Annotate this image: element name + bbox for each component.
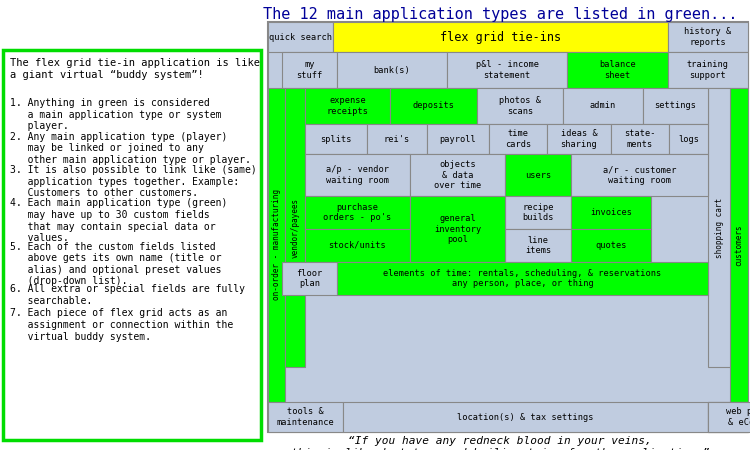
- Text: customers: customers: [734, 224, 743, 266]
- Bar: [708, 402, 748, 432]
- Text: my
stuff: my stuff: [296, 60, 322, 80]
- Text: 4. Each main application type (green)
   may have up to 30 custom fields
   that: 4. Each main application type (green) ma…: [10, 198, 227, 243]
- Text: 5. Each of the custom fields listed
   above gets its own name (title or
   alia: 5. Each of the custom fields listed abov…: [10, 242, 221, 286]
- Bar: [489, 124, 547, 154]
- Text: deposits: deposits: [413, 102, 454, 111]
- Text: photos &
scans: photos & scans: [499, 96, 541, 116]
- Bar: [367, 124, 427, 154]
- Bar: [505, 229, 571, 262]
- Bar: [708, 402, 750, 432]
- Bar: [505, 154, 571, 196]
- Text: “If you have any redneck blood in your veins,
this is like duct-tape and bailing: “If you have any redneck blood in your v…: [291, 436, 710, 450]
- Bar: [563, 88, 643, 124]
- Bar: [282, 52, 337, 88]
- Text: ideas &
sharing: ideas & sharing: [560, 129, 597, 148]
- Text: quotes: quotes: [596, 241, 627, 250]
- Bar: [567, 52, 668, 88]
- Text: users: users: [525, 171, 551, 180]
- Text: stock/units: stock/units: [328, 241, 386, 250]
- Text: quick search: quick search: [269, 32, 332, 41]
- Bar: [668, 52, 748, 88]
- Bar: [268, 402, 343, 432]
- Bar: [477, 88, 563, 124]
- Bar: [547, 124, 611, 154]
- Bar: [505, 196, 571, 229]
- Text: flex grid tie-ins: flex grid tie-ins: [440, 31, 561, 44]
- Bar: [708, 402, 748, 432]
- Bar: [571, 154, 708, 196]
- Text: expense
receipts: expense receipts: [326, 96, 368, 116]
- Text: shopping cart: shopping cart: [715, 198, 724, 257]
- Text: line
items: line items: [525, 236, 551, 255]
- Text: invoices: invoices: [590, 208, 632, 217]
- Bar: [268, 22, 748, 432]
- Bar: [390, 88, 477, 124]
- Text: bank(s): bank(s): [374, 66, 410, 75]
- Text: balance
sheet: balance sheet: [599, 60, 636, 80]
- Text: logs: logs: [678, 135, 699, 144]
- Text: time
cards: time cards: [505, 129, 531, 148]
- Bar: [337, 52, 447, 88]
- Text: admin: admin: [590, 102, 616, 111]
- Text: general
inventory
pool: general inventory pool: [433, 214, 482, 244]
- Text: settings: settings: [655, 102, 697, 111]
- Text: rei's: rei's: [384, 135, 410, 144]
- Bar: [669, 124, 708, 154]
- Bar: [305, 196, 410, 229]
- Bar: [337, 262, 708, 295]
- Bar: [643, 88, 708, 124]
- Bar: [282, 262, 337, 295]
- Text: 7. Each piece of flex grid acts as an
   assignment or connection within the
   : 7. Each piece of flex grid acts as an as…: [10, 309, 233, 342]
- Text: elements of time: rentals, scheduling, & reservations
any person, place, or thin: elements of time: rentals, scheduling, &…: [383, 269, 662, 288]
- Bar: [668, 22, 748, 52]
- Text: vendor/payees: vendor/payees: [290, 198, 299, 257]
- Bar: [571, 196, 651, 229]
- Bar: [730, 88, 748, 402]
- Text: splits: splits: [320, 135, 352, 144]
- Text: 2. Any main application type (player)
   may be linked or joined to any
   other: 2. Any main application type (player) ma…: [10, 131, 250, 165]
- Text: 1. Anything in green is considered
   a main application type or system
   playe: 1. Anything in green is considered a mai…: [10, 98, 221, 131]
- Text: recipe
builds: recipe builds: [522, 203, 554, 222]
- Bar: [708, 88, 730, 367]
- Text: payroll: payroll: [440, 135, 476, 144]
- Text: objects
& data
over time: objects & data over time: [433, 160, 482, 190]
- Text: history &
reports: history & reports: [684, 27, 731, 47]
- Text: a/r - customer
waiting room: a/r - customer waiting room: [603, 165, 676, 184]
- Bar: [268, 22, 333, 52]
- Bar: [285, 88, 305, 367]
- Bar: [410, 196, 505, 262]
- Text: location(s) & tax settings: location(s) & tax settings: [458, 413, 594, 422]
- Bar: [333, 22, 668, 52]
- Bar: [305, 154, 410, 196]
- Text: p&l - income
statement: p&l - income statement: [476, 60, 538, 80]
- Text: on-order - manufacturing: on-order - manufacturing: [272, 189, 281, 301]
- Bar: [268, 88, 285, 402]
- Bar: [343, 402, 708, 432]
- Text: a/p - vendor
waiting room: a/p - vendor waiting room: [326, 165, 389, 184]
- Bar: [3, 50, 261, 440]
- Text: The flex grid tie-in application is like
a giant virtual “buddy system”!: The flex grid tie-in application is like…: [10, 58, 260, 80]
- Bar: [305, 229, 410, 262]
- Text: The 12 main application types are listed in green...: The 12 main application types are listed…: [262, 7, 737, 22]
- Bar: [305, 124, 367, 154]
- Text: tools &
maintenance: tools & maintenance: [277, 407, 334, 427]
- Bar: [447, 52, 567, 88]
- Bar: [611, 124, 669, 154]
- Text: 3. It is also possible to link like (same)
   application types together. Exampl: 3. It is also possible to link like (sam…: [10, 165, 256, 198]
- Text: purchase
orders - po's: purchase orders - po's: [323, 203, 392, 222]
- Bar: [305, 88, 390, 124]
- Text: floor
plan: floor plan: [296, 269, 322, 288]
- Text: training
support: training support: [687, 60, 729, 80]
- Bar: [571, 229, 651, 262]
- Bar: [410, 154, 505, 196]
- Text: web presence
& eCommerce: web presence & eCommerce: [725, 407, 750, 427]
- Text: state-
ments: state- ments: [624, 129, 656, 148]
- Bar: [427, 124, 489, 154]
- Text: 6. All extra or special fields are fully
   searchable.: 6. All extra or special fields are fully…: [10, 284, 245, 306]
